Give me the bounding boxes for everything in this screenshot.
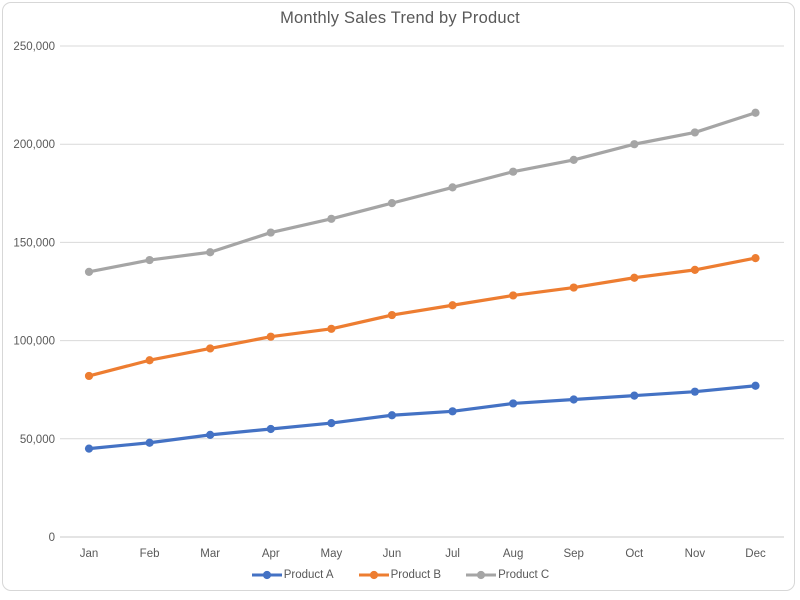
data-point-marker-product-c — [145, 255, 154, 265]
data-point-marker-product-b — [387, 310, 397, 320]
data-point-marker-product-a — [84, 444, 94, 453]
legend-item-product-c: Product C — [465, 569, 549, 581]
data-point-marker-product-a — [448, 407, 457, 416]
data-point-marker-product-a — [266, 424, 275, 434]
data-point-marker-product-a — [206, 430, 215, 439]
data-point-marker-product-a — [569, 395, 578, 404]
x-axis-tick-label: Sep — [563, 548, 583, 560]
data-point-marker-product-c — [630, 140, 639, 149]
legend-line-marker-swatch — [466, 570, 497, 580]
chart-title: Monthly Sales Trend by Product — [280, 9, 520, 27]
data-point-marker-product-b — [751, 254, 760, 263]
data-point-marker-product-b — [327, 324, 336, 333]
data-point-marker-product-b — [630, 273, 639, 282]
data-point-marker-product-a — [145, 438, 154, 447]
data-point-marker-product-c — [327, 214, 336, 223]
y-axis-tick-label: 250,000 — [13, 41, 55, 53]
data-point-marker-product-a — [327, 418, 336, 428]
data-point-marker-product-a — [690, 387, 700, 396]
legend-label: Product B — [390, 569, 442, 581]
x-axis-tick-label: Jun — [383, 548, 402, 560]
chart-legend: Product A Product B Product C — [0, 569, 800, 581]
x-axis-tick-label: Mar — [200, 548, 220, 560]
legend-item-product-a: Product A — [251, 569, 334, 581]
data-point-marker-product-c — [266, 228, 275, 237]
chart-container — [2, 2, 795, 591]
legend-line-marker-swatch — [251, 570, 282, 580]
data-point-marker-product-c — [84, 267, 94, 276]
x-axis-tick-label: Jul — [445, 548, 460, 560]
data-point-marker-product-b — [509, 291, 518, 300]
x-axis-tick-label: Jan — [80, 548, 99, 560]
x-axis-tick-label: Aug — [503, 548, 523, 560]
x-axis-tick-label: Dec — [745, 548, 766, 560]
y-axis-tick-label: 0 — [49, 532, 55, 544]
data-point-marker-product-c — [751, 108, 760, 117]
legend-label: Product A — [283, 569, 334, 581]
series-line-product-b — [87, 256, 758, 378]
data-point-marker-product-a — [387, 411, 397, 420]
x-axis-tick-label: Oct — [625, 548, 644, 560]
y-axis-tick-label: 200,000 — [13, 139, 55, 151]
legend-swatch-marker — [369, 570, 378, 580]
x-axis-tick-label: Feb — [140, 548, 160, 560]
data-point-marker-product-b — [569, 283, 578, 292]
data-point-marker-product-b — [206, 344, 215, 353]
series-line-product-a — [87, 384, 758, 451]
data-point-marker-product-c — [690, 128, 700, 137]
y-axis-tick-label: 150,000 — [13, 237, 55, 249]
data-point-marker-product-c — [509, 167, 518, 176]
data-point-marker-product-a — [509, 399, 518, 408]
legend-swatch-marker — [262, 570, 271, 580]
legend-label: Product C — [498, 569, 550, 581]
x-axis-tick-label: May — [320, 548, 342, 560]
x-axis-tick-label: Apr — [262, 548, 280, 560]
data-point-marker-product-c — [387, 199, 397, 208]
y-axis-tick-label: 50,000 — [20, 434, 55, 446]
legend-swatch-marker — [477, 570, 486, 580]
data-point-marker-product-c — [206, 248, 215, 257]
legend-item-product-b: Product B — [358, 569, 442, 581]
y-axis-tick-label: 100,000 — [13, 336, 55, 348]
data-point-marker-product-b — [448, 301, 457, 310]
data-point-marker-product-a — [630, 391, 639, 400]
data-point-marker-product-b — [690, 265, 700, 274]
data-point-marker-product-b — [145, 356, 154, 365]
data-point-marker-product-a — [751, 381, 760, 390]
x-axis-tick-label: Nov — [685, 548, 706, 560]
series-line-product-c — [87, 111, 758, 274]
legend-line-marker-swatch — [358, 570, 389, 580]
data-point-marker-product-c — [448, 183, 457, 192]
data-point-marker-product-b — [84, 371, 94, 381]
data-point-marker-product-b — [266, 332, 275, 341]
data-point-marker-product-c — [569, 155, 578, 165]
